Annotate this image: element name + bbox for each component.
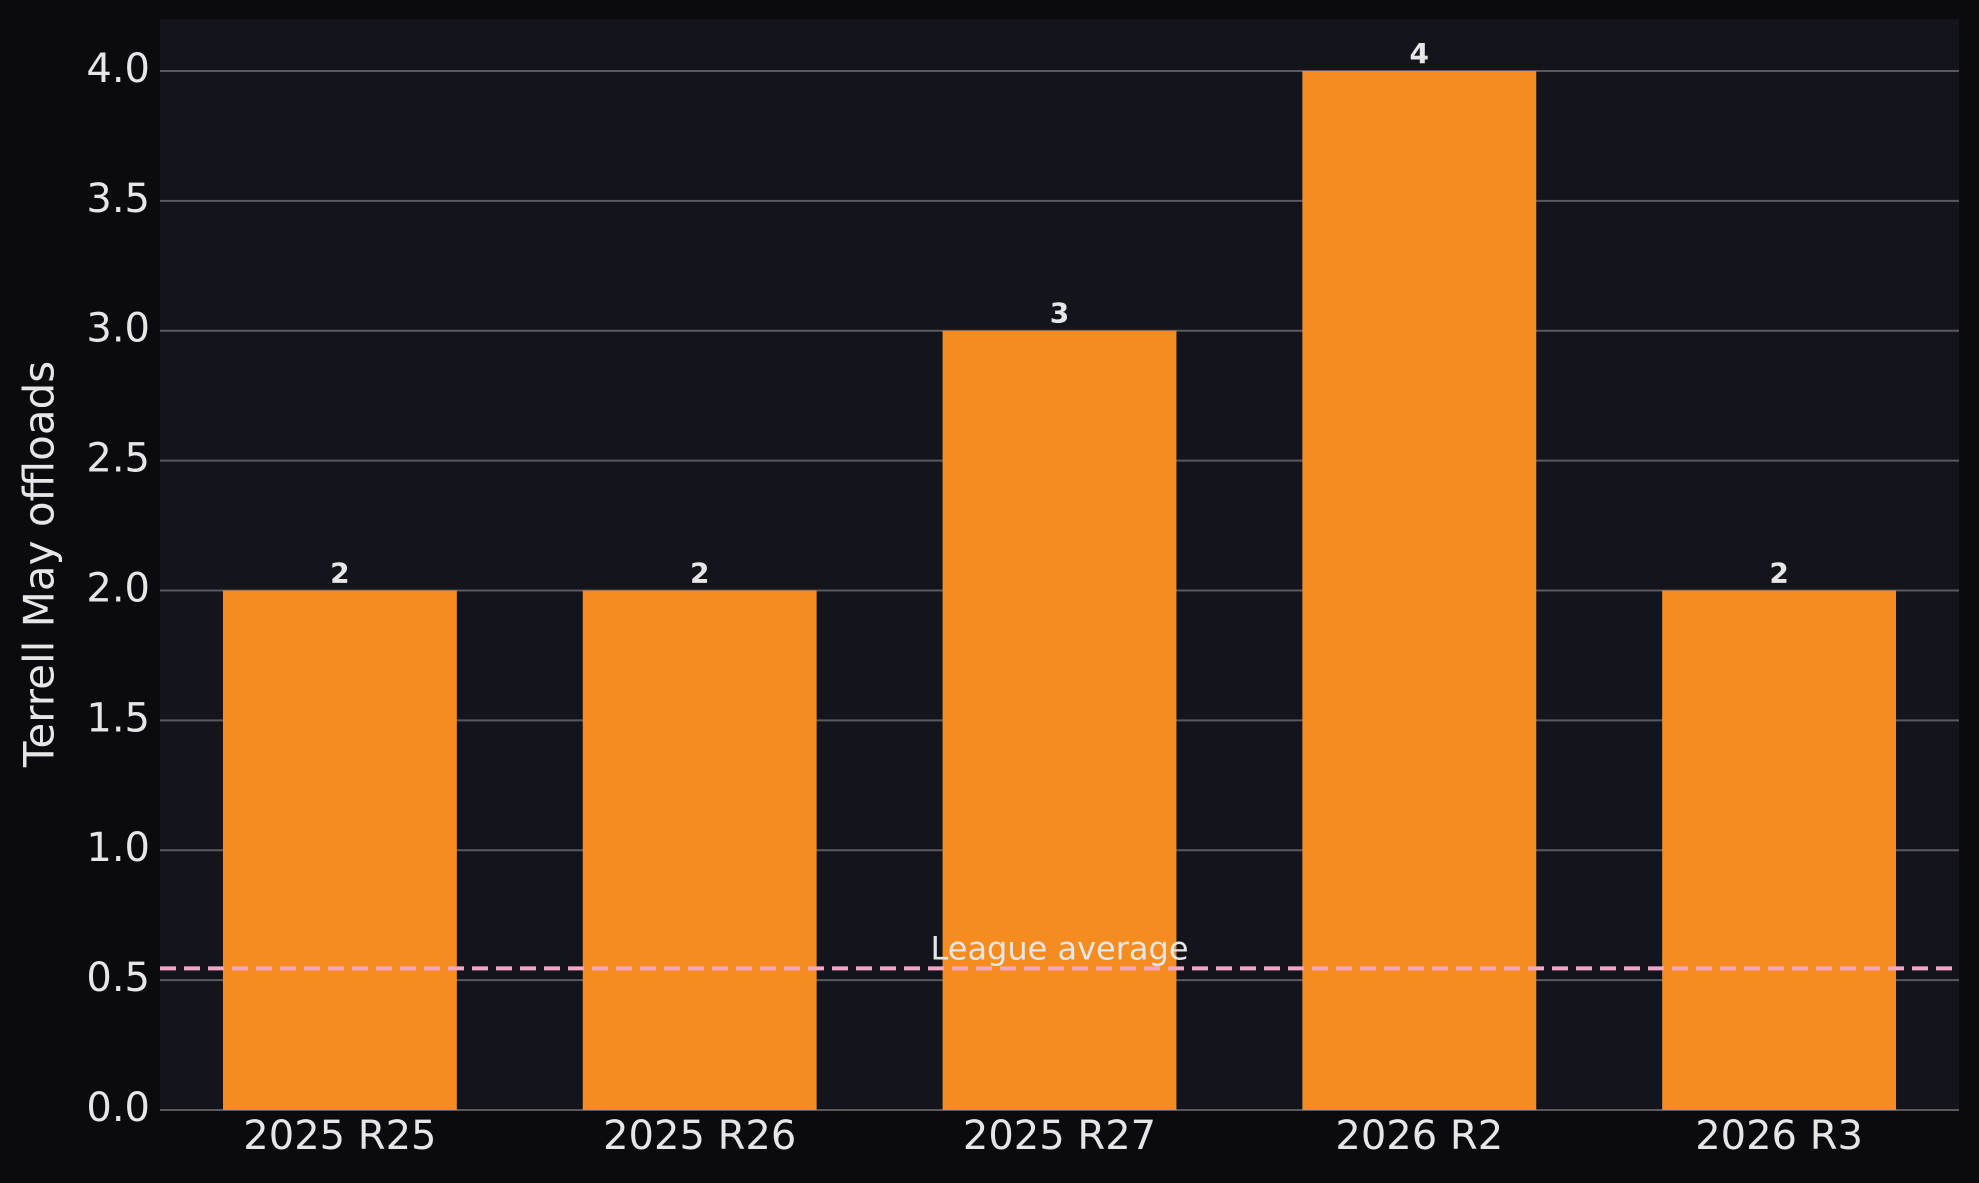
y-tick-label: 0.0 bbox=[86, 1085, 150, 1131]
reference-label: League average bbox=[930, 929, 1188, 967]
x-tick-label: 2026 R2 bbox=[1335, 1113, 1503, 1159]
value-label: 3 bbox=[1050, 297, 1069, 330]
value-label: 4 bbox=[1410, 37, 1429, 70]
bar bbox=[1662, 590, 1897, 1110]
x-tick-label: 2025 R27 bbox=[963, 1113, 1156, 1159]
value-label: 2 bbox=[330, 556, 349, 589]
y-tick-label: 1.0 bbox=[86, 825, 150, 871]
y-tick-label: 3.0 bbox=[86, 306, 150, 352]
y-tick-label: 2.0 bbox=[86, 565, 150, 611]
x-tick-label: 2025 R26 bbox=[603, 1113, 796, 1159]
bar bbox=[222, 590, 457, 1110]
bar bbox=[582, 590, 817, 1110]
y-tick-label: 0.5 bbox=[86, 955, 150, 1001]
y-tick-label: 3.5 bbox=[86, 176, 150, 222]
y-axis-label: Terrell May offloads bbox=[15, 361, 64, 768]
value-label: 2 bbox=[690, 556, 709, 589]
x-tick-label: 2025 R25 bbox=[243, 1113, 436, 1159]
y-tick-label: 4.0 bbox=[86, 46, 150, 92]
y-tick-label: 1.5 bbox=[86, 695, 150, 741]
bar bbox=[1302, 70, 1537, 1110]
x-tick-label: 2026 R3 bbox=[1695, 1113, 1863, 1159]
bar bbox=[942, 330, 1177, 1110]
y-tick-label: 2.5 bbox=[86, 436, 150, 482]
value-label: 2 bbox=[1769, 556, 1788, 589]
